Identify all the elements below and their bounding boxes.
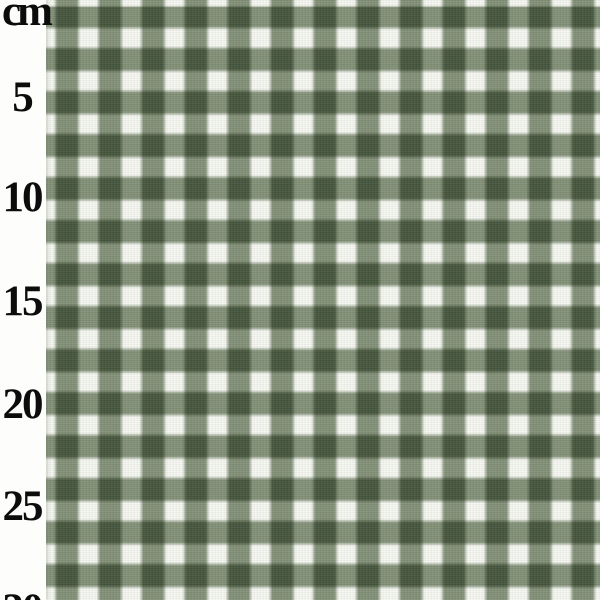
ruler-mark-10: 10 bbox=[2, 174, 44, 221]
ruler-mark-30: 30 bbox=[0, 588, 44, 600]
ruler-unit-label: cm bbox=[2, 0, 53, 35]
ruler-mark-15: 15 bbox=[2, 278, 44, 325]
cm-ruler: cm 5 10 15 20 25 30 bbox=[0, 0, 53, 600]
ruler-mark-20: 20 bbox=[2, 381, 44, 428]
ruler-mark-5: 5 bbox=[12, 74, 34, 121]
ruler-mark-25: 25 bbox=[2, 483, 44, 530]
